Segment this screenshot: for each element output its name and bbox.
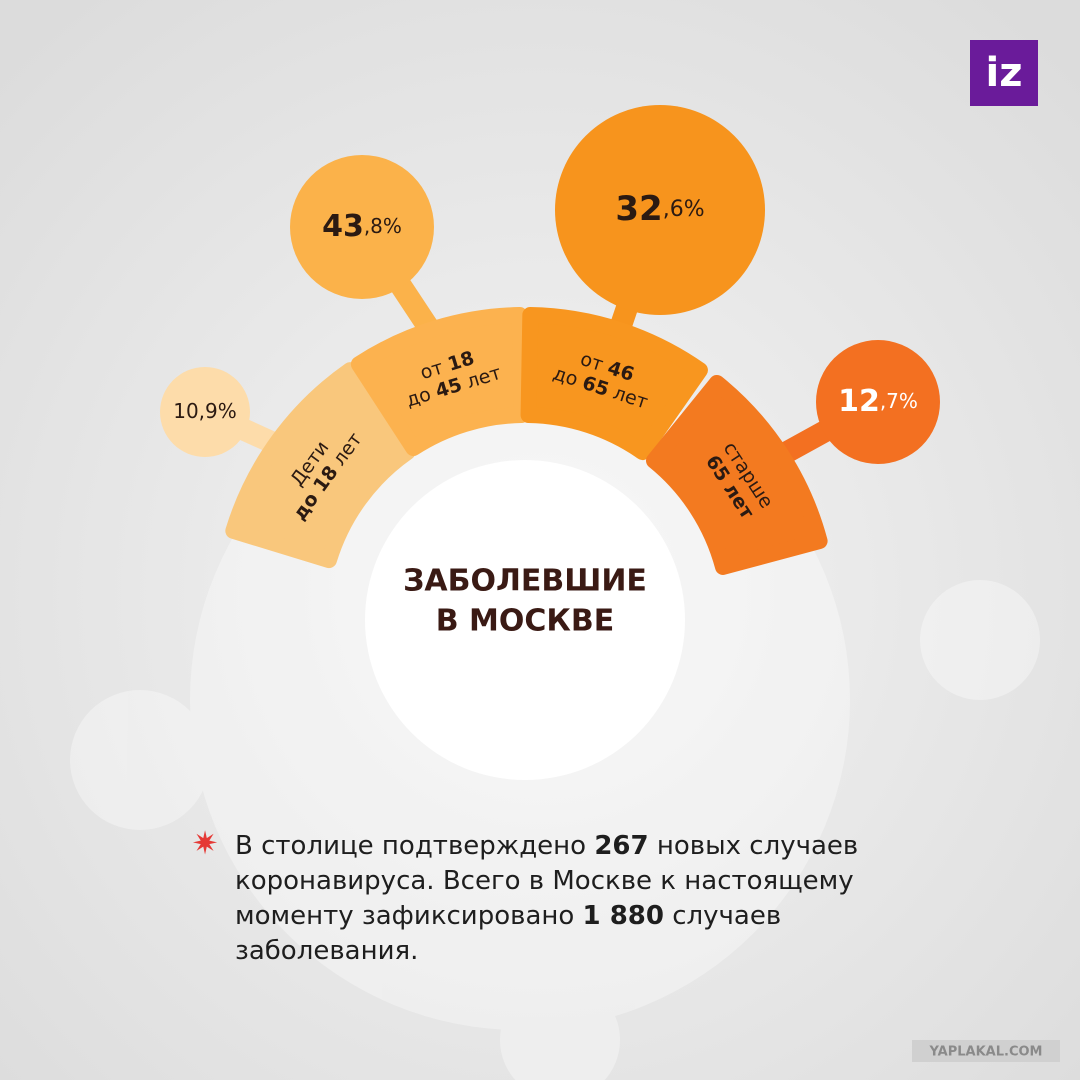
note-part: заболевания. — [235, 936, 418, 966]
ring-segment — [350, 307, 530, 457]
value-part: 12 — [838, 384, 880, 419]
note-part: моменту зафиксировано — [235, 901, 583, 931]
logo: iz — [986, 50, 1023, 96]
note-part: 1 880 — [583, 901, 664, 931]
value-part: 43 — [322, 209, 364, 244]
bubble — [816, 340, 940, 464]
title-line: ЗАБОЛЕВШИЕ — [403, 564, 647, 599]
value-label: 32,6% — [615, 189, 704, 229]
note-line: В столице подтверждено 267 новых случаев — [235, 831, 858, 861]
note-part: 267 — [594, 831, 648, 861]
note-part: коронавируса. Всего в Москве к настоящем… — [235, 866, 854, 896]
note-line: заболевания. — [235, 936, 418, 966]
bubble — [290, 155, 434, 299]
title-line: В МОСКВЕ — [436, 604, 615, 639]
ring-segment — [646, 374, 828, 575]
value-label: 12,7% — [838, 384, 918, 419]
ring-segment — [225, 362, 416, 569]
note: В столице подтверждено 267 новых случаев… — [235, 831, 858, 966]
note-part: В столице подтверждено — [235, 831, 594, 861]
note-line: коронавируса. Всего в Москве к настоящем… — [235, 866, 854, 896]
value-part: 32 — [615, 189, 662, 229]
ring-segment — [520, 307, 708, 461]
value-part: ,6% — [663, 197, 705, 222]
bullet-icon: ✷ — [192, 824, 219, 862]
note-part: случаев — [664, 901, 781, 931]
watermark: YAPLAKAL.COM — [929, 1045, 1043, 1060]
watermark-box — [912, 1040, 1060, 1062]
note-line: моменту зафиксировано 1 880 случаев — [235, 901, 781, 931]
value-part: ,8% — [364, 214, 402, 238]
value-part: 10,9% — [173, 399, 237, 423]
value-label: 43,8% — [322, 209, 402, 244]
value-label: 10,9% — [173, 399, 237, 423]
note-part: новых случаев — [649, 831, 859, 861]
bubble — [160, 367, 250, 457]
center-circle — [365, 460, 685, 780]
logo-box — [970, 40, 1038, 106]
bubble — [555, 105, 765, 315]
value-part: ,7% — [880, 389, 918, 413]
